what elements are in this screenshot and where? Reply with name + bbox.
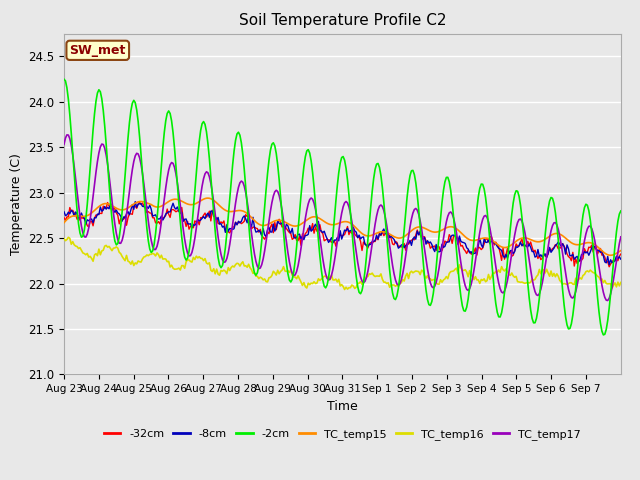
X-axis label: Time: Time bbox=[327, 400, 358, 413]
Y-axis label: Temperature (C): Temperature (C) bbox=[10, 153, 22, 255]
Title: Soil Temperature Profile C2: Soil Temperature Profile C2 bbox=[239, 13, 446, 28]
Text: SW_met: SW_met bbox=[70, 44, 126, 57]
Legend: -32cm, -8cm, -2cm, TC_temp15, TC_temp16, TC_temp17: -32cm, -8cm, -2cm, TC_temp15, TC_temp16,… bbox=[99, 424, 586, 444]
